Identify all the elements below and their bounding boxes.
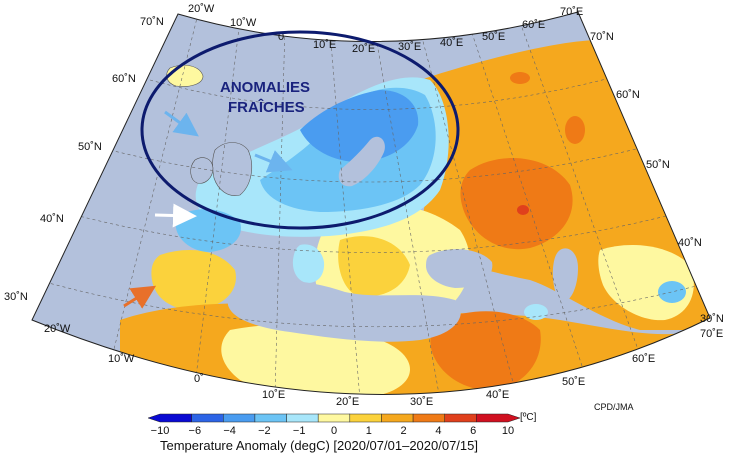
colorbar-segment bbox=[223, 413, 256, 423]
lon-label-bottom: 70˚E bbox=[700, 328, 723, 340]
annotation-line-2: FRAÎCHES bbox=[228, 98, 305, 116]
lon-label-top: 10˚E bbox=[313, 39, 336, 51]
map-caption: Temperature Anomaly (degC) [2020/07/01–2… bbox=[160, 438, 478, 453]
colorbar: −10 −6 −4 −2 −1 0 1 2 4 6 10 bbox=[147, 413, 521, 437]
lat-label-left: 60˚N bbox=[112, 73, 136, 85]
colorbar-segment bbox=[381, 413, 414, 423]
colorbar-segment bbox=[191, 413, 224, 423]
colorbar-segment bbox=[147, 413, 192, 423]
lat-labels-left: 70˚N 60˚N 50˚N 40˚N 30˚N bbox=[4, 16, 164, 303]
lon-label-top: 70˚E bbox=[560, 6, 583, 18]
anomaly-warm-iberia bbox=[151, 250, 236, 311]
lon-label-top: 40˚E bbox=[440, 37, 463, 49]
anomaly-caspian-cool bbox=[658, 281, 686, 303]
colorbar-segment bbox=[286, 413, 319, 423]
colorbar-segment bbox=[349, 413, 382, 423]
lat-label-right: 50˚N bbox=[646, 159, 670, 171]
lat-label-right: 30˚N bbox=[700, 313, 724, 325]
lat-label-left: 30˚N bbox=[4, 291, 28, 303]
anomaly-north-warm bbox=[510, 72, 530, 84]
lon-label-top: 50˚E bbox=[482, 31, 505, 43]
colorbar-segment bbox=[444, 413, 477, 423]
arrow-bay-of-biscay bbox=[154, 203, 197, 228]
lon-label-bottom: 20˚W bbox=[44, 323, 71, 335]
colorbar-tick-label: −6 bbox=[189, 425, 202, 437]
lat-label-right: 40˚N bbox=[678, 237, 702, 249]
cool-anomaly-ellipse bbox=[140, 30, 460, 230]
lon-label-bottom: 0˚ bbox=[194, 373, 204, 385]
colorbar-segment bbox=[412, 413, 445, 423]
lat-label-right: 70˚N bbox=[590, 31, 614, 43]
lat-label-left: 70˚N bbox=[140, 16, 164, 28]
anomaly-cool-italy bbox=[292, 244, 325, 283]
lat-label-left: 50˚N bbox=[78, 141, 102, 153]
anomaly-yellow-africa bbox=[221, 324, 410, 395]
anomaly-ural-warm bbox=[565, 116, 585, 144]
baltic-sea bbox=[338, 136, 385, 187]
colorbar-tick-label: 10 bbox=[502, 425, 514, 437]
credit-label: CPD/JMA bbox=[594, 402, 634, 412]
lon-label-top: 30˚E bbox=[398, 41, 421, 53]
colorbar-tick-label: −1 bbox=[293, 425, 306, 437]
colorbar-tick-label: 2 bbox=[401, 425, 407, 437]
lat-label-left: 40˚N bbox=[40, 213, 64, 225]
lon-labels-top: 20˚W 10˚W 0 10˚E 20˚E 30˚E 40˚E 50˚E 60˚… bbox=[188, 3, 583, 55]
lon-label-top: 60˚E bbox=[522, 19, 545, 31]
lon-label-bottom: 10˚W bbox=[108, 353, 135, 365]
lon-label-bottom: 60˚E bbox=[632, 353, 655, 365]
colorbar-tick-label: 1 bbox=[366, 425, 372, 437]
colorbar-tick-label: 4 bbox=[435, 425, 441, 437]
caspian-sea bbox=[552, 248, 578, 302]
lon-labels-bottom: 20˚W 10˚W 0˚ 10˚E 20˚E 30˚E 40˚E 50˚E 60… bbox=[44, 323, 723, 408]
lat-label-right: 60˚N bbox=[616, 89, 640, 101]
lon-label-bottom: 10˚E bbox=[262, 389, 285, 401]
lon-label-top: 20˚E bbox=[352, 43, 375, 55]
colorbar-segment bbox=[254, 413, 287, 423]
anomaly-turkey-cool bbox=[524, 304, 548, 320]
colorbar-segment bbox=[317, 413, 351, 423]
colorbar-tick-label: −4 bbox=[223, 425, 236, 437]
colorbar-unit: [ºC] bbox=[520, 412, 537, 423]
lon-label-top: 10˚W bbox=[230, 17, 257, 29]
anomaly-orange-middle-east bbox=[430, 311, 541, 391]
black-sea bbox=[426, 249, 493, 288]
anomaly-warm-deep bbox=[460, 158, 573, 250]
colorbar-tick-label: −2 bbox=[258, 425, 271, 437]
arrow-north-sea bbox=[254, 150, 293, 173]
lon-label-bottom: 40˚E bbox=[486, 389, 509, 401]
colorbar-tick-label: 0 bbox=[331, 425, 337, 437]
anomaly-hotspot bbox=[517, 205, 529, 215]
land-iceland bbox=[166, 64, 204, 87]
anomaly-cool-dark bbox=[300, 90, 419, 163]
lon-label-top: 20˚W bbox=[188, 3, 215, 15]
colorbar-tick-label: −10 bbox=[151, 425, 170, 437]
lon-label-bottom: 20˚E bbox=[336, 396, 359, 408]
lon-label-bottom: 30˚E bbox=[410, 396, 433, 408]
annotation-line-1: ANOMALIES bbox=[220, 79, 310, 96]
land-ireland bbox=[190, 157, 214, 184]
colorbar-segment bbox=[476, 413, 521, 423]
map-frame bbox=[31, 11, 711, 395]
anomaly-warm-balkans bbox=[338, 236, 410, 297]
lat-labels-right: 70˚N 60˚N 50˚N 40˚N 30˚N bbox=[590, 31, 724, 325]
lon-label-top: 0 bbox=[278, 31, 284, 43]
lon-label-bottom: 50˚E bbox=[562, 376, 585, 388]
arrow-atlantic-north bbox=[164, 110, 199, 137]
arrow-iberia bbox=[123, 285, 157, 309]
colorbar-tick-label: 6 bbox=[470, 425, 476, 437]
